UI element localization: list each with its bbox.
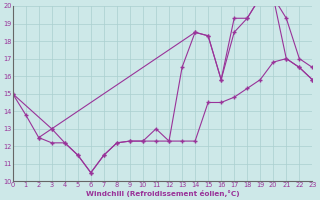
X-axis label: Windchill (Refroidissement éolien,°C): Windchill (Refroidissement éolien,°C) xyxy=(86,190,239,197)
